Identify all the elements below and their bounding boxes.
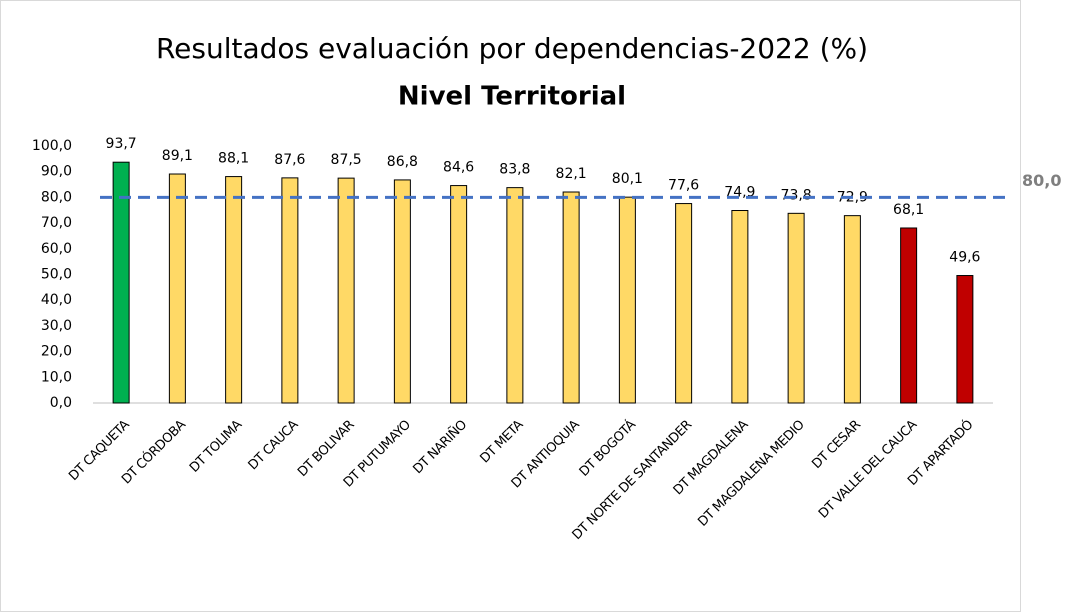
bar bbox=[956, 275, 974, 404]
y-tick-label: 40,0 bbox=[41, 292, 72, 308]
bar bbox=[112, 161, 130, 404]
bar bbox=[168, 173, 186, 404]
y-tick-label: 80,0 bbox=[41, 189, 72, 205]
chart-subtitle: Nivel Territorial bbox=[398, 82, 626, 112]
y-tick-label: 30,0 bbox=[41, 318, 72, 334]
bar bbox=[225, 176, 243, 404]
reference-label: 80,0 bbox=[1022, 171, 1061, 190]
data-label: 87,6 bbox=[274, 152, 305, 168]
data-label: 49,6 bbox=[949, 250, 980, 266]
bar bbox=[731, 210, 749, 404]
data-label: 82,1 bbox=[556, 166, 587, 182]
chart-title: Resultados evaluación por dependencias-2… bbox=[156, 32, 868, 65]
y-tick-label: 50,0 bbox=[41, 267, 72, 283]
y-tick-label: 60,0 bbox=[41, 241, 72, 257]
data-label: 83,8 bbox=[499, 162, 530, 178]
bar bbox=[393, 179, 411, 404]
y-tick-label: 10,0 bbox=[41, 369, 72, 385]
y-tick-label: 90,0 bbox=[41, 164, 72, 180]
data-label: 68,1 bbox=[893, 202, 924, 218]
data-label: 87,5 bbox=[331, 152, 362, 168]
data-label: 93,7 bbox=[106, 136, 137, 152]
y-tick-label: 100,0 bbox=[32, 138, 72, 154]
bar bbox=[675, 203, 693, 404]
bar bbox=[506, 187, 524, 404]
bar bbox=[562, 191, 580, 404]
data-label: 86,8 bbox=[387, 154, 418, 170]
y-tick-label: 20,0 bbox=[41, 344, 72, 360]
bar bbox=[618, 196, 636, 404]
bar bbox=[900, 227, 918, 404]
data-label: 77,6 bbox=[668, 178, 699, 194]
bar bbox=[843, 215, 861, 404]
data-label: 84,6 bbox=[443, 160, 474, 176]
bar bbox=[337, 177, 355, 404]
y-tick-label: 0,0 bbox=[50, 395, 72, 411]
data-label: 73,8 bbox=[781, 187, 812, 203]
data-label: 80,1 bbox=[612, 171, 643, 187]
y-tick-label: 70,0 bbox=[41, 215, 72, 231]
bar bbox=[787, 212, 805, 404]
data-label: 89,1 bbox=[162, 148, 193, 164]
data-label: 88,1 bbox=[218, 151, 249, 167]
bar bbox=[281, 177, 299, 404]
bar bbox=[450, 185, 468, 404]
